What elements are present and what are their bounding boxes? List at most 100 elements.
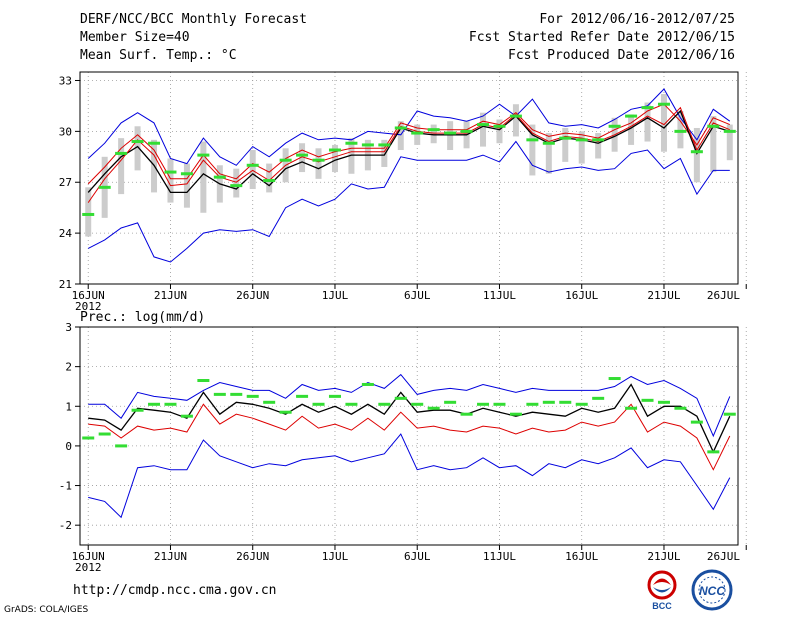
temp-spread-bar xyxy=(726,124,733,161)
temp-spread-bar xyxy=(595,133,602,159)
temp-observed-marker xyxy=(575,138,588,142)
temp-observed-marker xyxy=(246,163,259,167)
temp-observed-marker xyxy=(345,141,358,145)
prec-line-ensemble_mean xyxy=(88,383,731,454)
temp-spread-bar xyxy=(266,163,273,193)
temp-ytick-label: 33 xyxy=(59,74,72,87)
temp-spread-bar xyxy=(381,139,388,167)
bcc-logo-text: BCC xyxy=(652,601,672,611)
temp-spread-bar xyxy=(660,94,667,152)
temp-spread-bar xyxy=(447,121,454,151)
temp-spread-bar xyxy=(430,124,437,144)
prec-observed-marker xyxy=(526,402,539,406)
prec-observed-marker xyxy=(411,402,424,406)
temp-spread-bar xyxy=(512,104,519,137)
prec-xtick-label: 16JUN xyxy=(72,550,105,563)
temp-spread-bar xyxy=(299,143,306,173)
ncc-logo-text: NCC xyxy=(699,584,725,598)
variable-label: Mean Surf. Temp.: °C xyxy=(80,48,237,63)
prec-line-red xyxy=(88,403,731,471)
prec-ytick-label: 0 xyxy=(65,440,72,453)
member-size-label: Member Size=40 xyxy=(80,30,190,45)
temp-ytick-label: 24 xyxy=(59,227,73,240)
prec-observed-marker xyxy=(674,406,687,410)
temp-observed-marker xyxy=(328,148,341,152)
temp-observed-marker xyxy=(197,153,210,157)
temp-xtick-label: 21JUN xyxy=(154,289,187,302)
prec-line-min xyxy=(88,433,731,519)
prec-plot-frame xyxy=(79,326,739,546)
prec-observed-marker xyxy=(460,412,473,416)
temp-spread-bar xyxy=(118,138,125,195)
temp-spread-bar xyxy=(315,148,322,179)
grads-credit: GrADS: COLA/IGES xyxy=(4,605,89,615)
prec-xtick-label: 26JUN xyxy=(236,550,269,563)
prec-observed-marker xyxy=(312,402,325,406)
temp-xtick-label: 1JUL xyxy=(322,289,349,302)
prec-ytick-label: 1 xyxy=(65,400,72,413)
prec-ytick-label: -2 xyxy=(59,519,72,532)
prec-observed-marker xyxy=(82,436,95,440)
website-url[interactable]: http://cmdp.ncc.cma.gov.cn xyxy=(73,583,277,598)
prec-xtick-label: 16JUL xyxy=(565,550,598,563)
prec-observed-marker xyxy=(477,402,490,406)
temp-observed-marker xyxy=(230,184,243,188)
prec-panel: -2 -1 0 1 2 3 16JUN 21JUN 26JUN 1JUL 6JUL 11JUL 16JU… xyxy=(59,310,747,574)
temp-xtick-label: 6JUL xyxy=(404,289,431,302)
temp-observed-marker xyxy=(592,138,605,142)
prec-ytick-label: -1 xyxy=(59,480,72,493)
temp-spread-bar xyxy=(183,163,190,208)
temp-observed-marker xyxy=(312,158,325,162)
prec-observed-marker xyxy=(115,444,128,448)
temp-observed-marker xyxy=(608,124,621,128)
prec-observed-marker xyxy=(690,420,703,424)
temp-spread-bar xyxy=(249,150,256,190)
prec-observed-marker xyxy=(394,396,407,400)
temp-year-label: 2012 xyxy=(75,300,102,313)
temp-observed-marker xyxy=(98,185,111,189)
prec-xtick-label: 6JUL xyxy=(404,550,431,563)
prec-observed-marker xyxy=(625,406,638,410)
temp-panel: 21 24 27 30 33 16JUN 21JUN 26JUN 1JUL 6JUL 11JUL 16… xyxy=(59,71,747,313)
prec-xtick-label: 11JUL xyxy=(483,550,516,563)
prec-year-label: 2012 xyxy=(75,561,102,574)
prec-observed-marker xyxy=(279,410,292,414)
temp-xtick-label: 21JUL xyxy=(647,289,680,302)
temp-observed-marker xyxy=(509,114,522,118)
refer-date-label: Fcst Started Refer Date 2012/06/15 xyxy=(468,30,735,45)
temp-line-ensemble_mean xyxy=(87,109,730,194)
temp-xtick-label: 11JUL xyxy=(483,289,516,302)
prec-observed-marker xyxy=(263,400,276,404)
prec-ytick-label: 3 xyxy=(65,321,72,334)
temp-observed-marker xyxy=(657,102,670,106)
temp-ytick-label: 21 xyxy=(59,278,72,291)
prec-xtick-label: 21JUN xyxy=(154,550,187,563)
temp-spread-bar xyxy=(85,187,92,237)
prec-observed-marker xyxy=(296,394,309,398)
temp-observed-marker xyxy=(559,136,572,140)
temp-xtick-label: 26JUL xyxy=(707,289,740,302)
prec-observed-marker xyxy=(180,414,193,418)
temp-observed-marker xyxy=(411,131,424,135)
prec-observed-marker xyxy=(657,400,670,404)
temp-observed-marker xyxy=(460,129,473,133)
temp-xtick-label: 26JUN xyxy=(236,289,269,302)
prec-observed-marker xyxy=(641,398,654,402)
prec-observed-marker xyxy=(164,402,177,406)
temp-observed-marker xyxy=(131,140,144,144)
temp-spread-bar xyxy=(167,158,174,203)
temp-xtick-label: 16JUN xyxy=(72,289,105,302)
chart-title: DERF/NCC/BCC Monthly Forecast xyxy=(80,12,307,27)
prec-observed-marker xyxy=(427,406,440,410)
period-label: For 2012/06/16-2012/07/25 xyxy=(539,12,735,27)
temp-spread-bar xyxy=(414,124,421,145)
prec-observed-marker xyxy=(707,450,720,454)
temp-spread-bar xyxy=(644,102,651,142)
temp-observed-marker xyxy=(444,131,457,135)
prec-panel-title: Prec.: log(mm/d) xyxy=(80,310,205,325)
temp-line-min xyxy=(87,140,730,263)
prec-xtick-label: 26JUL xyxy=(707,550,740,563)
temp-spread-bar xyxy=(397,121,404,151)
temp-spread-bar xyxy=(710,116,717,173)
